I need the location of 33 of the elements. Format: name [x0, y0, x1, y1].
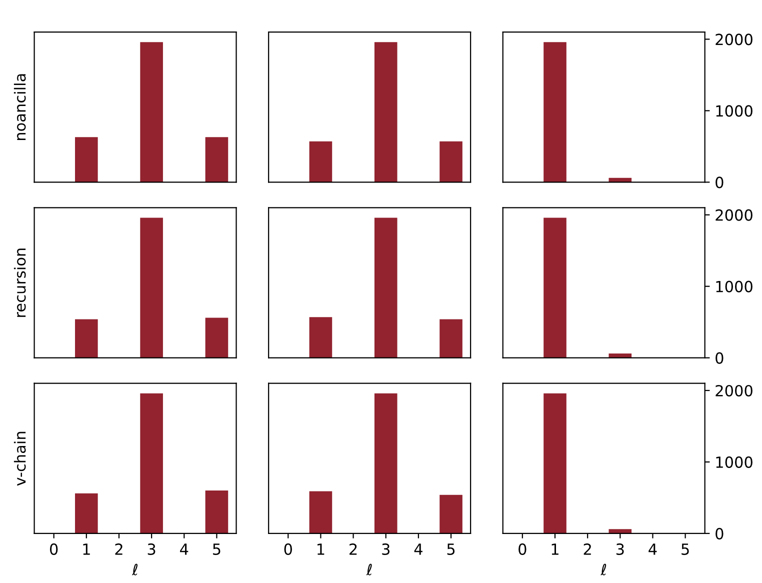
- x-tick-label: 1: [318, 544, 324, 555]
- x-tick-label: 5: [213, 544, 220, 555]
- y-tick-label: 1000: [716, 456, 752, 468]
- y-tick-label: 1000: [716, 105, 752, 117]
- y-tick-label: 0: [716, 176, 724, 188]
- y-tick-label: 1000: [716, 280, 752, 292]
- y-tick-label: 0: [716, 352, 724, 364]
- x-tick-label: 1: [552, 544, 558, 555]
- x-axis-title: ℓ: [132, 564, 138, 576]
- x-axis-title: ℓ: [600, 564, 606, 576]
- x-tick-label: 0: [518, 543, 526, 555]
- x-tick-label: 3: [148, 543, 156, 555]
- x-axis-title: ℓ: [366, 564, 372, 576]
- x-tick-label: 2: [350, 543, 357, 555]
- x-tick-label: 4: [414, 544, 422, 555]
- y-tick-label: 2000: [716, 384, 752, 396]
- y-axis-title: recursion: [14, 248, 26, 317]
- x-tick-label: 4: [180, 544, 188, 555]
- x-tick-label: 5: [447, 544, 455, 555]
- y-tick-label: 2000: [716, 34, 752, 46]
- x-tick-label: 3: [382, 543, 390, 555]
- x-tick-label: 0: [50, 543, 58, 555]
- y-tick-label: 2000: [716, 209, 752, 221]
- x-tick-label: 2: [584, 543, 591, 555]
- x-tick-label: 4: [648, 544, 657, 555]
- y-tick-label: 0: [716, 528, 724, 540]
- x-tick-label: 3: [616, 543, 624, 555]
- x-tick-label: 2: [115, 543, 122, 555]
- y-axis-title: noancilla: [14, 74, 26, 140]
- x-tick-label: 1: [83, 544, 90, 555]
- x-tick-label: 5: [682, 544, 689, 555]
- y-axis-title: v-chain: [14, 432, 26, 486]
- x-tick-label: 0: [284, 543, 292, 555]
